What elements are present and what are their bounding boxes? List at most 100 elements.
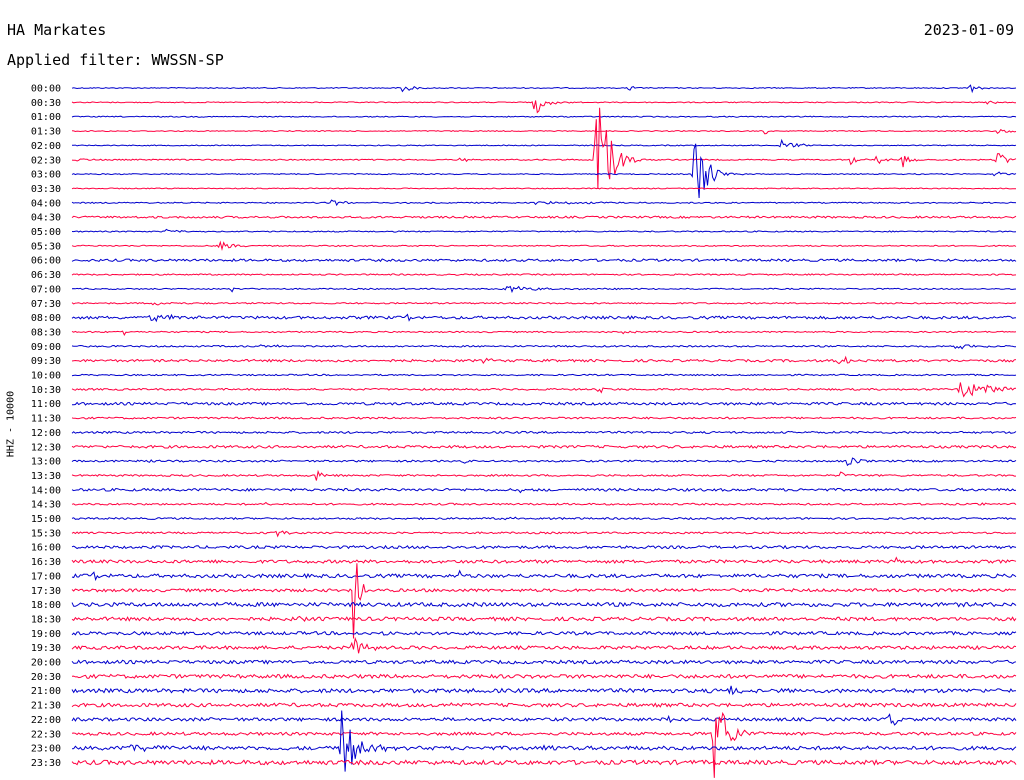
row-time-label: 07:30: [31, 299, 61, 310]
trace-line: [71, 143, 1017, 199]
row-time-label: 15:30: [31, 528, 61, 539]
trace-line: [71, 100, 1017, 114]
trace-line: [72, 401, 1017, 406]
trace-line: [71, 702, 1017, 708]
row-time-label: 04:00: [31, 198, 61, 209]
trace-line: [71, 659, 1017, 665]
row-time-label: 10:30: [31, 385, 61, 396]
row-time-label: 09:30: [31, 356, 61, 367]
trace-line: [71, 711, 1017, 778]
row-time-label: 22:30: [31, 729, 61, 740]
row-time-label: 00:00: [31, 84, 61, 95]
row-time-label: 08:00: [31, 313, 61, 324]
row-time-label: 22:00: [31, 715, 61, 726]
trace-line: [71, 382, 1017, 398]
trace-line: [71, 240, 1017, 251]
trace-line: [71, 685, 1017, 696]
trace-line: [71, 516, 1017, 521]
row-time-label: 01:30: [31, 127, 61, 138]
row-time-label: 01:00: [31, 112, 61, 123]
row-time-label: 12:00: [31, 428, 61, 439]
row-time-label: 07:00: [31, 284, 61, 295]
row-time-label: 00:30: [31, 98, 61, 109]
row-time-label: 05:00: [31, 227, 61, 238]
row-time-label: 12:30: [31, 442, 61, 453]
trace-line: [71, 544, 1017, 550]
trace-line: [71, 107, 1017, 190]
row-time-label: 02:00: [31, 141, 61, 152]
row-time-label: 02:30: [31, 155, 61, 166]
row-time-label: 16:00: [31, 543, 61, 554]
row-time-label: 13:30: [31, 471, 61, 482]
trace-line: [71, 487, 1017, 494]
row-time-label: 11:30: [31, 414, 61, 425]
row-time-label: 17:00: [31, 571, 61, 582]
row-time-label: 20:00: [31, 658, 61, 669]
row-time-label: 16:30: [31, 557, 61, 568]
trace-line: [71, 759, 1017, 766]
trace-line: [71, 444, 1017, 449]
trace-line: [71, 187, 1016, 190]
row-time-label: 14:00: [31, 485, 61, 496]
trace-line: [71, 215, 1017, 219]
date-label: 2023-01-09: [923, 21, 1014, 39]
trace-line: [71, 313, 1017, 323]
row-time-label: 09:00: [31, 342, 61, 353]
row-time-label: 23:30: [31, 758, 61, 769]
trace-line: [71, 301, 1017, 306]
trace-line: [71, 673, 1017, 680]
trace-line: [71, 273, 1017, 276]
row-time-label: 08:30: [31, 327, 61, 338]
trace-line: [71, 615, 1017, 622]
trace-line: [71, 355, 1017, 365]
trace-line: [71, 713, 1017, 726]
trace-line: [71, 710, 1017, 772]
row-time-label: 23:00: [31, 744, 61, 755]
row-time-label: 17:30: [31, 586, 61, 597]
trace-line: [71, 563, 1017, 639]
trace-line: [71, 469, 1016, 481]
trace-line: [72, 138, 1017, 148]
trace-line: [71, 416, 1017, 420]
trace-line: [71, 556, 1017, 565]
trace-line: [71, 115, 1017, 118]
row-time-label: 19:30: [31, 643, 61, 654]
row-time-label: 06:30: [31, 270, 61, 281]
row-time-label: 21:30: [31, 701, 61, 712]
row-time-label: 15:00: [31, 514, 61, 525]
trace-line: [71, 128, 1017, 135]
row-time-label: 21:00: [31, 686, 61, 697]
trace-line: [71, 258, 1017, 263]
row-time-label: 18:00: [31, 600, 61, 611]
trace-line: [71, 636, 1017, 654]
trace-line: [71, 530, 1017, 538]
row-time-label: 19:00: [31, 629, 61, 640]
trace-line: [71, 199, 1017, 207]
trace-line: [71, 601, 1017, 608]
trace-line: [71, 330, 1017, 336]
row-time-label: 20:30: [31, 672, 61, 683]
row-time-label: 04:30: [31, 213, 61, 224]
row-time-label: 03:00: [31, 170, 61, 181]
trace-line: [71, 228, 1017, 233]
trace-line: [71, 285, 1017, 294]
row-time-label: 03:30: [31, 184, 61, 195]
trace-line: [71, 501, 1017, 506]
trace-line: [71, 344, 1017, 350]
station-title: HA Markates: [7, 21, 107, 39]
row-time-label: 11:00: [31, 399, 61, 410]
trace-line: [71, 457, 1017, 467]
row-time-label: 05:30: [31, 241, 61, 252]
row-time-label: 13:00: [31, 457, 61, 468]
row-time-label: 18:30: [31, 614, 61, 625]
trace-line: [71, 84, 1017, 94]
trace-line: [71, 630, 1017, 636]
filter-label: Applied filter: WWSSN-SP: [7, 51, 224, 69]
trace-line: [71, 373, 1017, 377]
trace-line: [71, 569, 1017, 582]
row-time-label: 14:30: [31, 500, 61, 511]
trace-line: [71, 430, 1017, 435]
row-time-label: 10:00: [31, 371, 61, 382]
row-time-label: 06:00: [31, 256, 61, 267]
